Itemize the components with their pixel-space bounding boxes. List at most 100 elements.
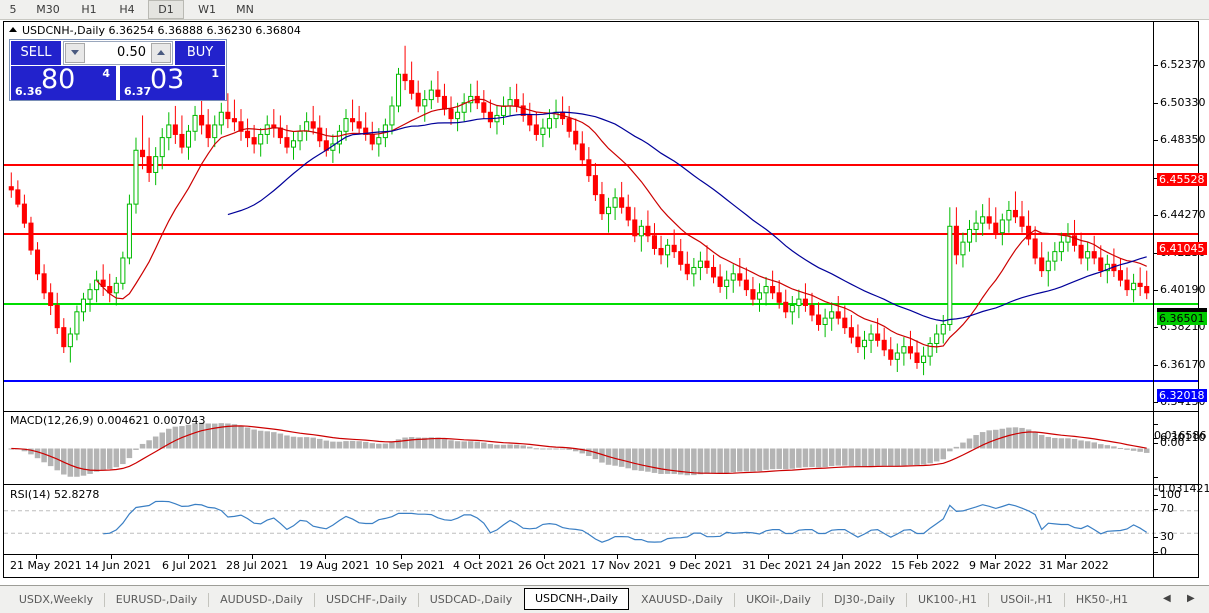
rsi-scale-tick: 100 [1154, 489, 1181, 501]
date-label: 10 Sep 2021 [375, 559, 445, 572]
rsi-label: RSI(14) 52.8278 [10, 488, 100, 501]
price-level-tag[interactable]: 6.41045 [1157, 242, 1207, 255]
symbol-tab-hk50h1[interactable]: HK50-,H1 [1075, 593, 1129, 606]
macd-svg [8, 422, 1150, 477]
symbol-tab-usdcaddaily[interactable]: USDCAD-,Daily [429, 593, 513, 606]
date-tick [695, 555, 696, 559]
tab-divider [418, 593, 419, 607]
tab-divider [104, 593, 105, 607]
sell-price-prefix: 6.36 [15, 85, 43, 98]
symbol-tab-uk100h1[interactable]: UK100-,H1 [918, 593, 977, 606]
date-label: 28 Jul 2021 [226, 559, 289, 572]
collapse-arrow-icon[interactable] [9, 27, 17, 32]
price-scale[interactable]: 6.523706.503306.483506.463106.442706.422… [1153, 21, 1209, 578]
rsi-scale-tick: 0 [1154, 546, 1167, 558]
date-tick [768, 555, 769, 559]
symbol-tab-usdchfdaily[interactable]: USDCHF-,Daily [325, 593, 408, 606]
date-tick [36, 555, 37, 559]
trade-panel-controls-row: SELL 0.50 BUY [11, 41, 225, 65]
symbol-tab-audusddaily[interactable]: AUDUSD-,Daily [220, 593, 303, 606]
timeframe-button-d1[interactable]: D1 [148, 0, 184, 19]
date-label: 14 Jun 2021 [85, 559, 152, 572]
date-label: 15 Feb 2022 [891, 559, 960, 572]
macd-scale-tick: 0.016586 [1154, 418, 1209, 442]
rsi-scale-tick: 30 [1154, 531, 1174, 543]
buy-price-prefix: 6.37 [124, 85, 152, 98]
macd-pane[interactable]: MACD(12,26,9) 0.004621 0.007043 [4, 411, 1198, 485]
tab-divider [208, 593, 209, 607]
price-tick: 6.40190 [1154, 284, 1206, 296]
date-label: 4 Oct 2021 [453, 559, 515, 572]
symbol-tab-usdcnhdaily[interactable]: USDCNH-,Daily [524, 588, 629, 610]
tab-divider [314, 593, 315, 607]
symbol-tab-eurusddaily[interactable]: EURUSD-,Daily [115, 593, 198, 606]
tab-divider [988, 593, 989, 607]
tab-divider [822, 593, 823, 607]
price-level-tag[interactable]: 6.36501 [1157, 312, 1207, 325]
date-label: 9 Dec 2021 [669, 559, 733, 572]
date-label: 9 Mar 2022 [969, 559, 1032, 572]
timeframe-button-m30[interactable]: M30 [36, 3, 60, 16]
date-tick [617, 555, 618, 559]
timeframe-button-mn[interactable]: MN [236, 3, 254, 16]
tab-scroll-right-icon[interactable]: ▶ [1187, 593, 1195, 604]
timeframe-button-h4[interactable]: H4 [119, 3, 135, 16]
tab-divider [734, 593, 735, 607]
sell-price-quote[interactable]: 6.36 80 4 [11, 64, 116, 100]
price-tick: 6.44270 [1154, 209, 1206, 221]
rsi-pane[interactable]: RSI(14) 52.8278 [4, 486, 1198, 554]
symbol-tab-dj30daily[interactable]: DJ30-,Daily [833, 593, 895, 606]
sell-price-big: 80 [41, 64, 76, 95]
timeframe-button-5[interactable]: 5 [9, 3, 17, 16]
timeframe-button-h1[interactable]: H1 [81, 3, 97, 16]
buy-price-quote[interactable]: 6.37 03 1 [120, 64, 225, 100]
date-tick [842, 555, 843, 559]
price-tick: 6.52370 [1154, 59, 1206, 71]
buy-button[interactable]: BUY [175, 41, 225, 65]
tab-scroll-left-icon[interactable]: ◀ [1163, 593, 1171, 604]
symbol-tab-usoilh1[interactable]: USOil-,H1 [1000, 593, 1053, 606]
tab-divider [1064, 593, 1065, 607]
chart-title: USDCNH-,Daily 6.36254 6.36888 6.36230 6.… [22, 24, 301, 37]
date-label: 21 May 2021 [10, 559, 82, 572]
chart-area[interactable]: MACD(12,26,9) 0.004621 0.007043 RSI(14) … [3, 21, 1199, 578]
date-label: 24 Jan 2022 [816, 559, 882, 572]
date-tick [252, 555, 253, 559]
volume-value[interactable]: 0.50 [117, 45, 146, 60]
volume-decrement-button[interactable] [65, 43, 85, 63]
price-tick: 6.50330 [1154, 97, 1206, 109]
date-tick [188, 555, 189, 559]
price-tick: 6.30110 [1154, 432, 1206, 444]
date-label: 31 Dec 2021 [742, 559, 813, 572]
date-label: 17 Nov 2021 [591, 559, 662, 572]
symbol-tab-usdxweekly[interactable]: USDX,Weekly [18, 593, 94, 606]
one-click-trading-panel[interactable]: SELL 0.50 BUY 6.36 80 4 6.37 03 1 [9, 39, 227, 101]
timeframe-toolbar: 5 M30 H1 H4 D1 W1 MN [0, 0, 1209, 20]
price-level-tag[interactable]: 6.32018 [1157, 389, 1207, 402]
symbol-tab-bar[interactable]: USDX,Weekly EURUSD-,Daily AUDUSD-,Daily USD… [0, 585, 1209, 613]
symbol-tab-xauusddaily[interactable]: XAUUSD-,Daily [641, 593, 723, 606]
sell-button[interactable]: SELL [11, 41, 61, 65]
price-pane[interactable] [4, 22, 1198, 410]
rsi-scale-tick: 70 [1154, 503, 1174, 515]
macd-scale-tick: 0.00 [1154, 437, 1185, 449]
price-tick: 6.48350 [1154, 134, 1206, 146]
buy-price-big: 03 [150, 64, 185, 95]
volume-increment-button[interactable] [151, 43, 171, 63]
date-label: 31 Mar 2022 [1039, 559, 1109, 572]
price-level-tag[interactable]: 6.45528 [1157, 173, 1207, 186]
symbol-tab-ukoildaily[interactable]: UKOil-,Daily [746, 593, 811, 606]
volume-stepper[interactable]: 0.50 [63, 41, 173, 65]
date-tick [1065, 555, 1066, 559]
timeframe-button-w1[interactable]: W1 [198, 3, 216, 16]
date-label: 6 Jul 2021 [162, 559, 218, 572]
date-label: 19 Aug 2021 [299, 559, 370, 572]
macd-scale-tick: -0.031421 [1154, 471, 1209, 495]
tab-divider [906, 593, 907, 607]
date-tick [917, 555, 918, 559]
date-tick [479, 555, 480, 559]
date-tick [325, 555, 326, 559]
buy-price-fraction: 1 [211, 67, 219, 80]
price-tick: 6.36170 [1154, 359, 1206, 371]
